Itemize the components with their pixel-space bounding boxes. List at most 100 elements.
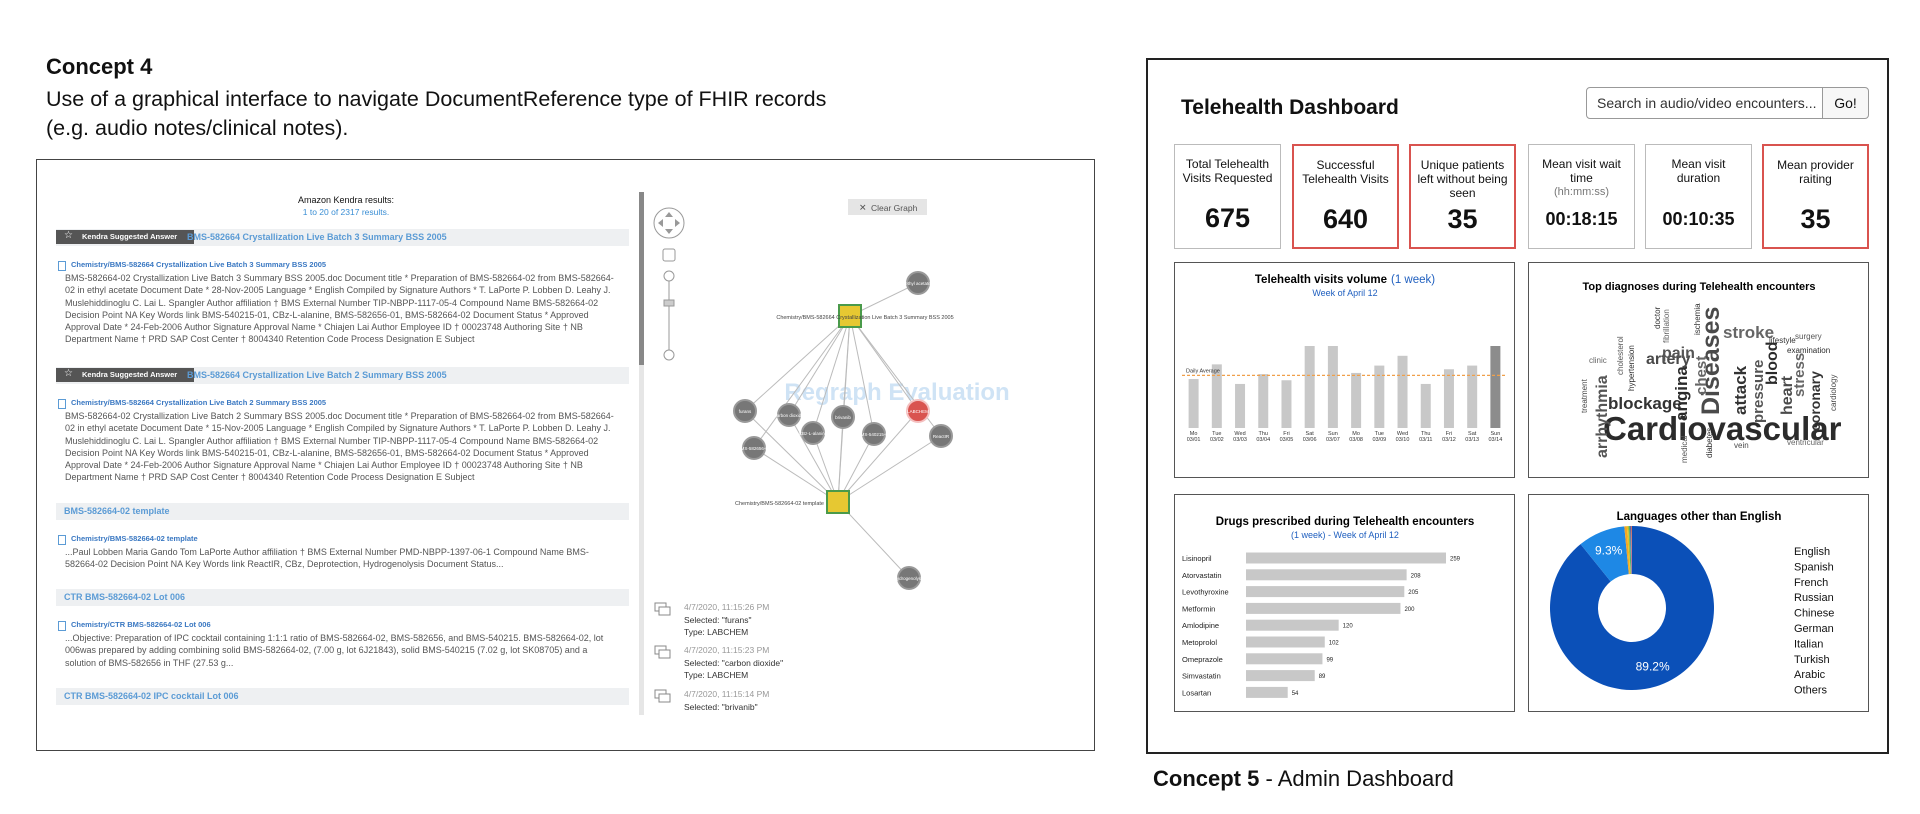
node-label: carbon dioxide [774,413,804,418]
kpi-value: 00:10:35 [1662,209,1735,229]
result-title[interactable]: CTR BMS-582664-02 Lot 006 [64,592,186,602]
x-tick-date: 03/09 [1372,437,1386,443]
zoom-handle[interactable] [663,299,675,307]
x-tick-label: Tue [1212,431,1221,437]
bar [1304,346,1315,428]
zoom-control[interactable] [653,207,685,361]
x-tick-date: 03/13 [1465,437,1479,443]
legend-entry: German [1794,623,1834,635]
result-excerpt: ...Objective: Preparation of IPC cocktai… [65,633,604,668]
value-label: 89 [1319,674,1326,680]
doc-icon [58,261,66,271]
entity-node [929,424,953,448]
pan-control[interactable] [653,207,685,239]
kpi-value: 35 [1447,204,1478,234]
y-tick-label: Metoprolol [1182,638,1217,647]
suggested-label: Kendra Suggested Answer [82,232,178,241]
x-tick-date: 03/08 [1349,437,1363,443]
result-title[interactable]: BMS-582664-02 template [64,506,170,516]
kpi-label: Total Telehealth Visits Requested [1182,157,1273,185]
kpi-unit: (hh:mm:ss) [1554,186,1609,198]
entity-node [906,271,930,295]
chart-title: Telehealth visits volume (1 week) [1255,274,1435,286]
cloud-word: artery [1646,351,1691,368]
node-label: ethyl acetate [905,281,931,286]
scroll-thumb[interactable] [639,192,644,365]
kendra-heading: Amazon Kendra results: [297,195,395,205]
kpi-label: Mean provider raiting [1777,158,1854,186]
node-label: Chemistry/BMS-582664-02 template [735,501,824,507]
scroll-track [639,192,644,715]
concept5-heading: Concept 5 [1153,766,1260,791]
bar [1235,383,1246,428]
x-tick-label: Sun [1328,431,1338,437]
x-tick-date: 03/11 [1419,437,1432,443]
concept5-caption: Concept 5 - Admin Dashboard [1153,766,1454,792]
concept4-description: Use of a graphical interface to navigate… [46,85,826,143]
clear-graph-button[interactable] [848,199,927,215]
x-tick-label: Fri [1283,431,1289,437]
entity-node [742,436,766,460]
watermark: Regraph Evaluation [784,379,1009,406]
history-selected: Selected: "brivanib" [684,702,758,712]
bar [1443,369,1454,428]
volume-panel: Telehealth visits volume (1 week) Week of … [1174,262,1515,478]
cloud-word: diabetes [1705,428,1714,458]
title-suffix: (1 week) [1391,274,1435,286]
average-label: Daily Average [1186,368,1220,374]
zoom-out[interactable] [663,349,675,361]
node-label: LABCHEM [907,409,929,414]
y-tick-label: Losartan [1182,688,1211,697]
result-link[interactable]: Chemistry/BMS-582664-02 template [71,534,198,543]
result-link[interactable]: Chemistry/CTR BMS-582664-02 Lot 006 [71,620,211,629]
result-title[interactable]: CTR BMS-582664-02 IPC cocktail Lot 006 [64,691,239,701]
kendra-panel: Regraph Evaluation ✕ Clear Graph Chemist… [36,159,1095,751]
legend-entry: Russian [1794,592,1834,604]
result-title[interactable]: BMS-582664 Crystallization Live Batch 3 … [187,232,447,242]
pan-arrows [658,212,680,234]
donut-slice [1629,526,1632,575]
bar [1246,569,1407,581]
kpi-value: 00:18:15 [1545,209,1618,229]
result-link[interactable]: Chemistry/BMS-582664 Crystallization Liv… [71,398,327,407]
chart-title: Languages other than English [1617,511,1782,523]
drugs-chart: Drugs prescribed during Telehealth encou… [1182,516,1474,698]
bar [1281,380,1292,428]
zoom-in[interactable] [663,270,675,282]
search-button[interactable]: Go! [1822,87,1869,119]
word-cloud: Top diagnoses during Telehealth encounte… [1580,281,1842,463]
y-tick-label: Amlodipine [1182,621,1219,630]
donut-slice [1630,526,1632,575]
concept4-heading: Concept 4 [46,54,153,79]
cloud-word: doctor [1653,306,1662,329]
history-time: 4/7/2020, 11:15:14 PM [684,689,769,699]
donut-slice [1630,526,1632,575]
bar [1490,346,1501,428]
result-link[interactable]: Chemistry/BMS-582664 Crystallization Liv… [71,260,327,269]
y-tick-label: Atorvastatin [1182,571,1222,580]
y-tick-label: Simvastatin [1182,672,1221,681]
x-tick-date: 03/12 [1442,437,1456,443]
fit-button[interactable] [662,248,676,262]
cloud-word: cardiology [1829,375,1838,411]
cloud-word: angina [1672,366,1691,421]
entity-node [777,403,801,427]
cloud-word: Cardiovascular [1603,410,1842,447]
result-title[interactable]: BMS-582664 Crystallization Live Batch 2 … [187,370,447,380]
title-text: Telehealth visits volume [1255,274,1387,286]
bar [1211,364,1222,428]
entity-node [906,399,930,423]
value-label: 120 [1343,624,1354,630]
cloud-word: stress [1791,353,1808,397]
clear-graph-label[interactable]: Clear Graph [871,203,918,213]
graph-edge [812,315,851,434]
description-line: Use of a graphical interface to navigate… [46,87,827,111]
entity-node [897,566,921,590]
value-label: 9.3% [1595,544,1623,558]
value-label: 205 [1408,590,1419,596]
node-label: BMS-582656-01 [738,446,771,451]
bar [1467,365,1478,428]
search-input[interactable]: Search in audio/video encounters... [1586,87,1823,119]
cloud-word: Diseases [1697,307,1725,415]
graph-edge [849,315,919,412]
